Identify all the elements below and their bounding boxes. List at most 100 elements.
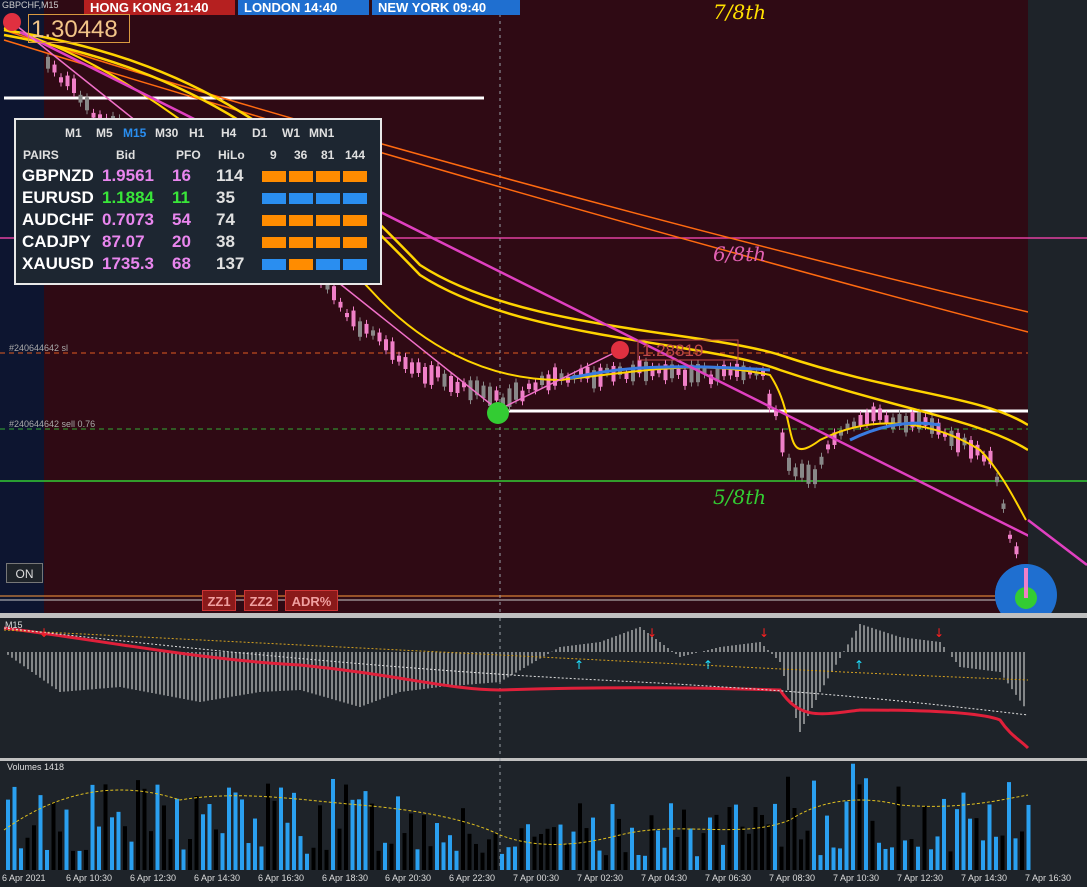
level-seven-eighths-label: 7/8th	[713, 0, 767, 24]
candle-body	[923, 417, 928, 426]
tf-h1[interactable]: H1	[189, 126, 205, 140]
volume-bar	[168, 839, 173, 870]
time-axis-label: 7 Apr 08:30	[769, 873, 816, 883]
trend-bar	[262, 215, 286, 226]
volume-bar	[896, 786, 901, 870]
volume-bar	[324, 849, 329, 870]
volume-bar	[675, 836, 680, 870]
volume-bar	[805, 830, 810, 870]
candle-body	[696, 364, 700, 383]
adr-button[interactable]: ADR%	[285, 590, 338, 611]
on-button[interactable]: ON	[6, 563, 43, 583]
volume-bar	[337, 828, 342, 870]
volume-bar	[305, 853, 309, 870]
trend-bar	[343, 259, 367, 270]
col-9: 9	[270, 148, 277, 162]
volume-bar	[207, 804, 212, 870]
volume-bar	[935, 836, 940, 870]
volume-bar	[987, 804, 992, 870]
candle-body	[429, 365, 434, 385]
tf-m1[interactable]: M1	[65, 126, 82, 140]
candle-body	[715, 367, 720, 382]
volume-bar	[233, 792, 238, 870]
tf-h4[interactable]: H4	[221, 126, 237, 140]
tf-d1[interactable]: D1	[252, 126, 268, 140]
volume-bar	[181, 849, 186, 870]
tf-m30[interactable]: M30	[155, 126, 179, 140]
volume-bar	[617, 818, 621, 870]
pair-hilo: 74	[216, 210, 235, 229]
signal-line-orange	[3, 629, 1029, 681]
volume-bar	[578, 803, 582, 870]
volume-bar	[825, 815, 829, 870]
volume-bar	[409, 813, 413, 870]
candle-body	[748, 370, 752, 375]
volume-bar	[682, 809, 686, 870]
volume-bar	[610, 804, 615, 870]
candle-body	[598, 367, 603, 387]
volume-bar	[955, 809, 959, 870]
candle-body	[871, 406, 876, 422]
arrow-up-icon: ↑	[574, 658, 584, 672]
col-pfo: PFO	[176, 148, 201, 162]
candle-body	[546, 374, 551, 391]
candle-body	[332, 286, 336, 301]
col-36: 36	[294, 148, 308, 162]
trend-bar	[289, 237, 313, 248]
volume-bar	[864, 778, 868, 870]
volume-bar	[389, 843, 394, 870]
time-axis-label: 7 Apr 02:30	[577, 873, 624, 883]
trend-bar	[262, 171, 286, 182]
volume-bar	[12, 786, 17, 870]
candle-body	[592, 370, 596, 389]
volume-ma-line	[3, 789, 1029, 845]
candle-body	[709, 374, 713, 385]
candle-body	[449, 375, 453, 392]
volume-bar	[740, 826, 745, 870]
volume-bar	[383, 842, 387, 870]
candle-body	[845, 423, 850, 430]
volume-bar	[961, 792, 966, 870]
candle-body	[494, 390, 499, 401]
candle-body	[1014, 546, 1019, 555]
volume-bar	[584, 828, 589, 870]
candle-body	[949, 430, 954, 446]
volume-bar	[701, 833, 706, 870]
volume-bar	[571, 831, 576, 870]
volume-bar	[695, 856, 699, 870]
zz2-button[interactable]: ZZ2	[244, 590, 278, 611]
pane-separator-1[interactable]	[0, 613, 1087, 618]
volume-bar	[311, 847, 316, 870]
pair-bid: 1.1884	[102, 188, 154, 207]
tf-w1[interactable]: W1	[282, 126, 300, 140]
volume-bar	[357, 799, 361, 870]
tf-m15[interactable]: M15	[123, 126, 147, 140]
candle-body	[995, 476, 999, 483]
pane-separator-2[interactable]	[0, 758, 1087, 761]
volume-bar	[688, 828, 693, 870]
candle-body	[793, 467, 798, 477]
col-81: 81	[321, 148, 335, 162]
volume-bar	[90, 784, 95, 870]
zz1-button[interactable]: ZZ1	[202, 590, 236, 611]
candle-body	[416, 362, 421, 373]
volume-bar	[480, 852, 485, 870]
trend-bar	[262, 193, 286, 204]
volume-bar	[838, 848, 842, 870]
candle-body	[702, 366, 707, 375]
pair-hilo: 35	[216, 188, 235, 207]
volume-bar	[279, 787, 283, 870]
volume-bar	[110, 817, 114, 870]
volume-bar	[844, 801, 849, 870]
volume-bar	[714, 814, 719, 870]
volume-bar	[415, 849, 420, 870]
tf-m5[interactable]: M5	[96, 126, 113, 140]
tf-mn1[interactable]: MN1	[309, 126, 335, 140]
candle-body	[741, 365, 746, 381]
volume-bar	[812, 780, 816, 870]
candle-body	[52, 64, 57, 73]
pair-pfo: 68	[172, 254, 191, 273]
candle-body	[839, 430, 843, 436]
current-price-label: 1.30448	[28, 14, 130, 43]
